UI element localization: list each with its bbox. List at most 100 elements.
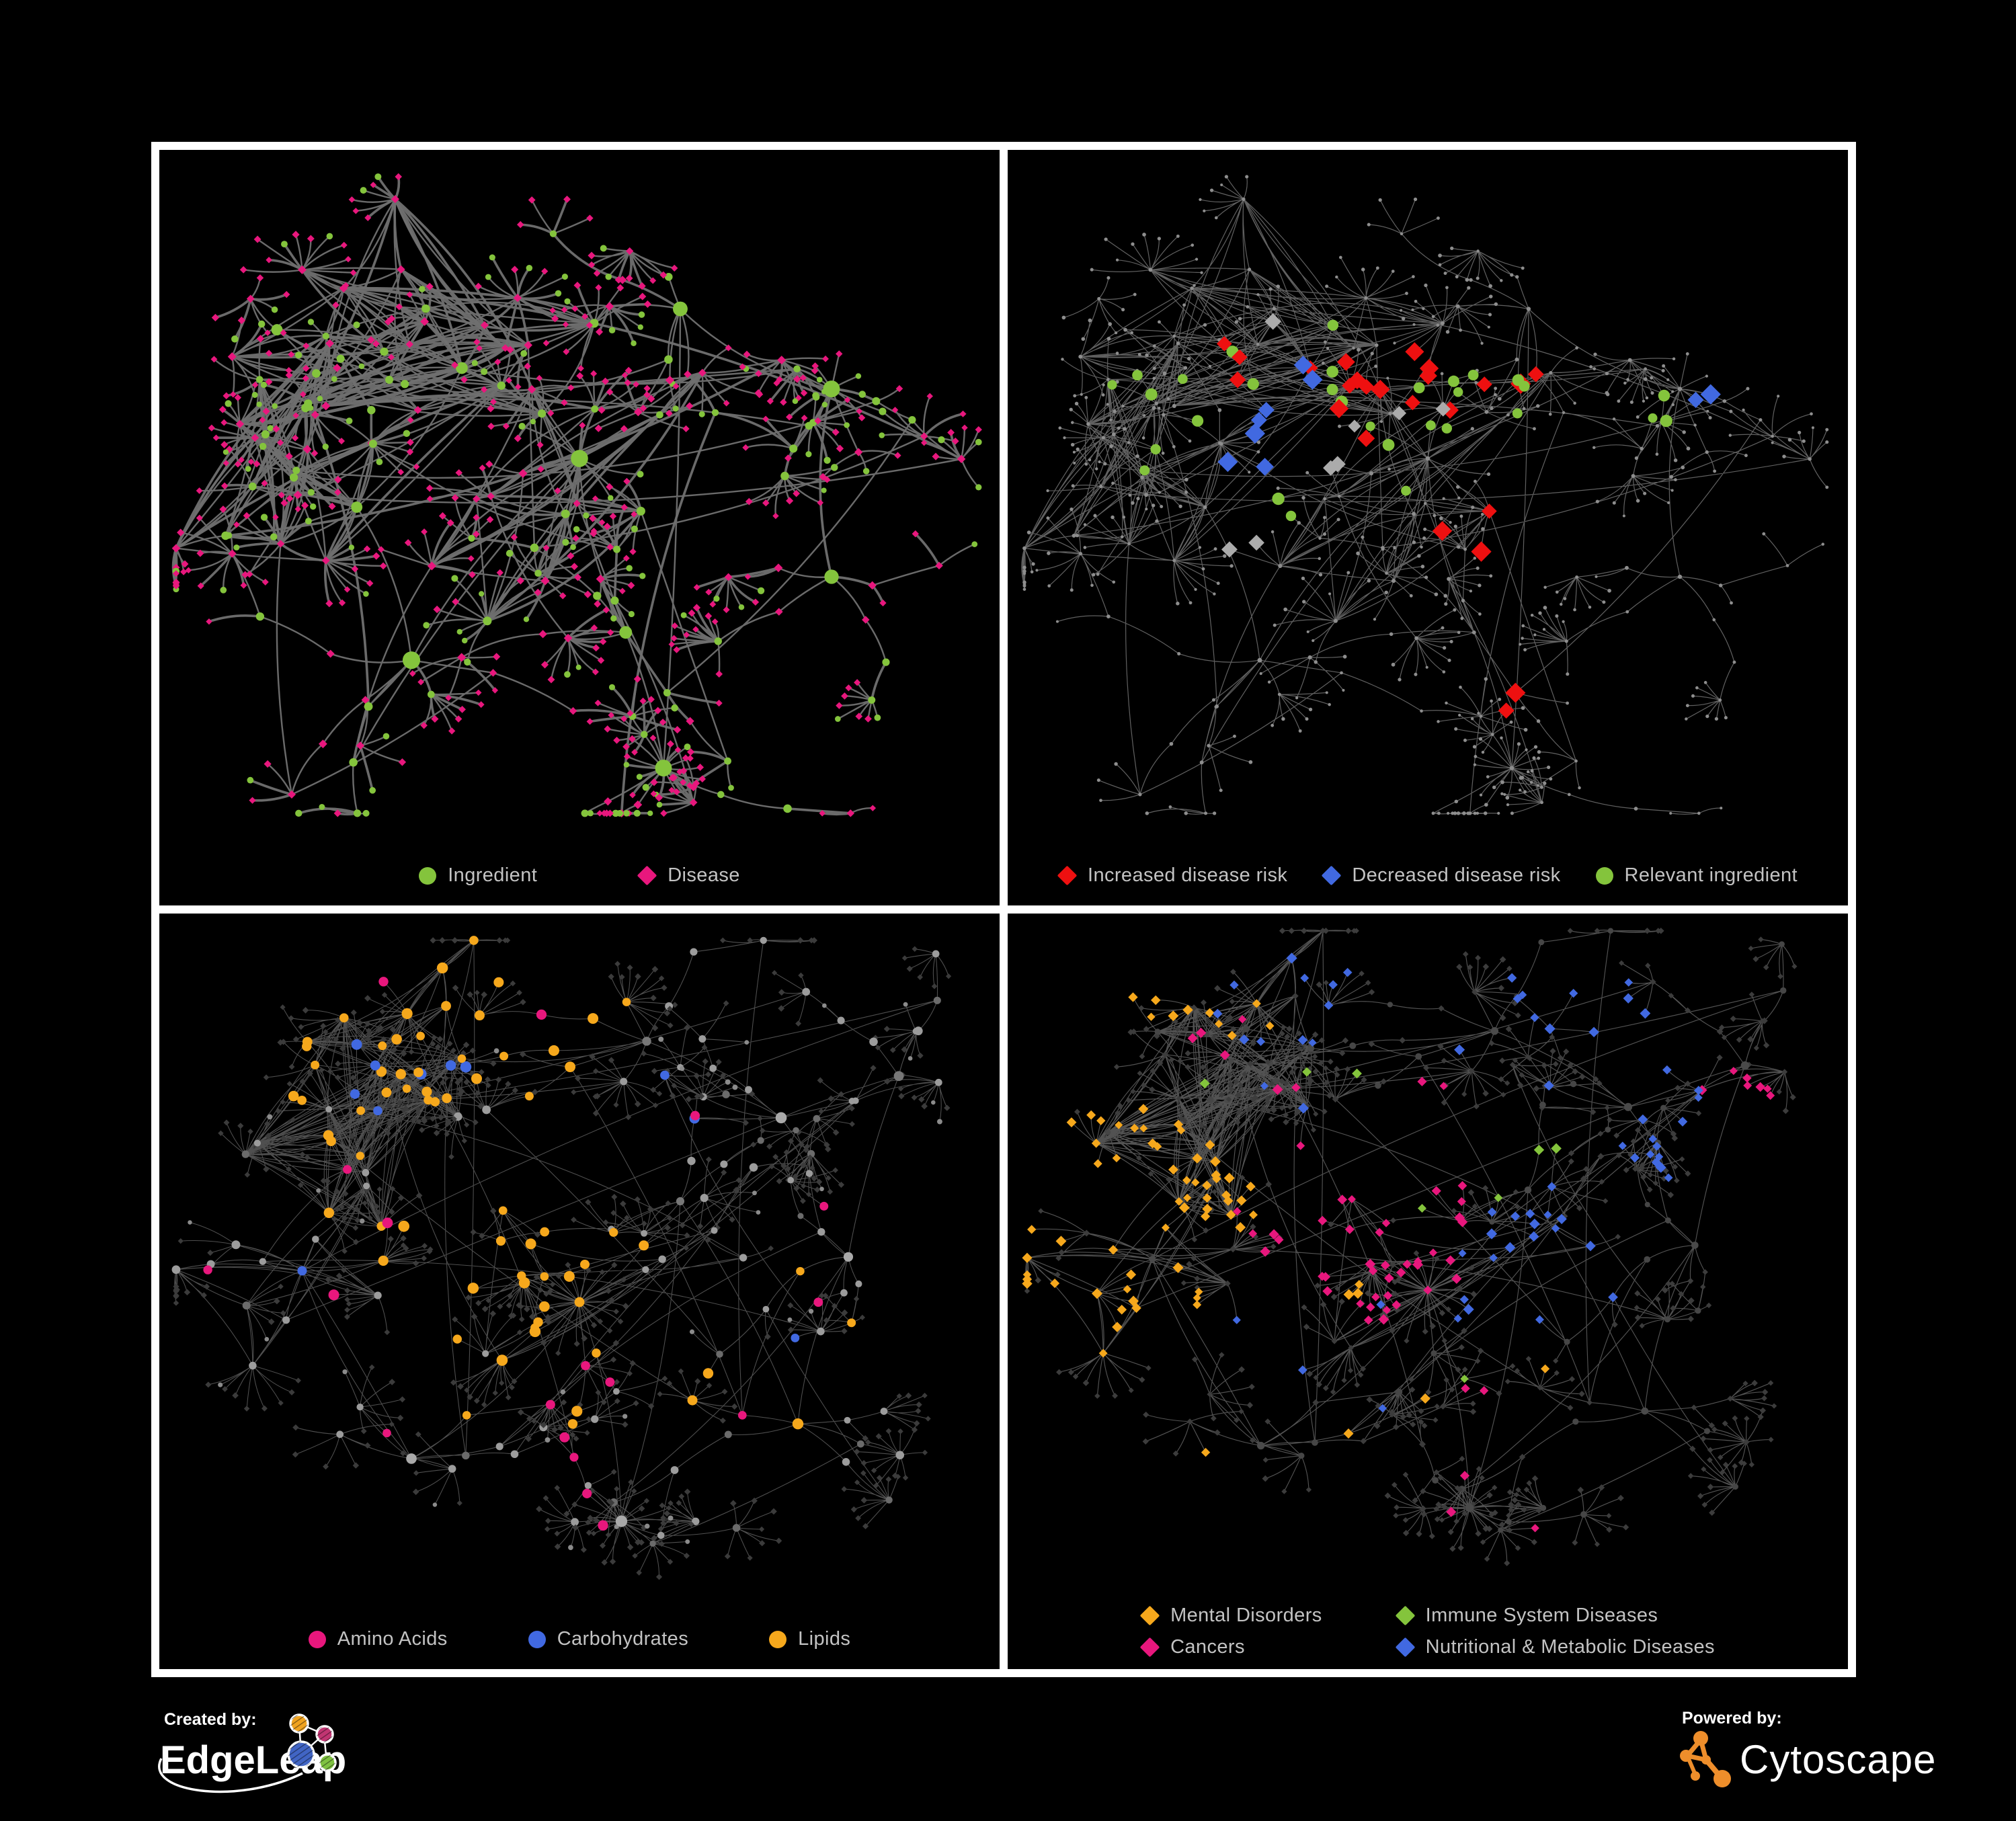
network-node-diamond [569, 706, 577, 715]
network-node-circle [1069, 407, 1073, 411]
network-node-diamond [450, 1047, 456, 1053]
network-node-diamond [1506, 965, 1513, 971]
network-node-circle [1492, 785, 1496, 790]
network-node-diamond [397, 469, 405, 476]
network-node-diamond [486, 516, 494, 524]
network-node-diamond [547, 409, 555, 417]
network-node-circle [259, 442, 267, 450]
network-node-diamond [1390, 1217, 1396, 1223]
network-node-diamond [1670, 1305, 1677, 1312]
network-node-circle [1443, 594, 1448, 598]
network-node-circle [1381, 546, 1385, 550]
network-node-diamond [1389, 1261, 1397, 1268]
network-node-diamond [957, 454, 966, 464]
network-node-circle [1340, 671, 1343, 675]
network-node-diamond [1157, 1059, 1164, 1066]
network-node-circle [658, 1036, 664, 1042]
network-node-circle [1070, 588, 1074, 592]
network-node-diamond [1297, 1052, 1303, 1059]
network-node-diamond [698, 1092, 705, 1100]
network-node-circle [1423, 527, 1427, 531]
highlight-node-diamond [1168, 1010, 1179, 1022]
network-node-diamond [623, 477, 631, 485]
network-node-diamond [739, 363, 746, 370]
network-node-diamond [655, 1574, 663, 1580]
network-node-diamond [563, 633, 573, 643]
network-node-diamond [631, 749, 638, 756]
network-node-diamond [367, 336, 375, 344]
network-node-diamond [1454, 1485, 1461, 1491]
network-node-circle [1472, 745, 1477, 749]
network-node-diamond [387, 1236, 394, 1242]
network-node-diamond [1263, 1086, 1270, 1093]
network-node-diamond [1323, 979, 1329, 986]
highlight-node-circle [356, 1106, 366, 1115]
network-node-diamond [1791, 963, 1798, 969]
network-node-diamond [1722, 1420, 1728, 1427]
network-node-circle [360, 187, 367, 194]
network-node-circle [1109, 444, 1113, 448]
highlight-node-circle [1132, 370, 1143, 380]
network-node-diamond [620, 425, 628, 433]
network-node-circle [1686, 446, 1691, 451]
network-node-circle [1160, 505, 1164, 509]
network-node-diamond [274, 1297, 280, 1305]
network-node-diamond [1318, 1060, 1324, 1066]
network-node-diamond [377, 546, 385, 553]
network-node-circle [1730, 601, 1733, 605]
network-node-diamond [1396, 1277, 1402, 1283]
network-node-circle [1131, 501, 1135, 505]
network-node-diamond [524, 362, 532, 370]
network-node-circle [1623, 1102, 1633, 1111]
network-node-diamond [551, 1426, 558, 1433]
network-node-diamond [612, 1340, 620, 1346]
network-node-diamond [594, 600, 602, 608]
network-node-circle [858, 391, 866, 398]
network-node-diamond [770, 1508, 777, 1515]
network-node-circle [612, 809, 620, 817]
network-node-circle [241, 1150, 250, 1158]
network-node-diamond [800, 1162, 807, 1169]
network-node-diamond [614, 961, 620, 967]
network-node-circle [331, 376, 337, 382]
network-node-diamond [1265, 1108, 1272, 1114]
network-node-circle [1522, 407, 1526, 411]
network-node-diamond [473, 495, 481, 503]
highlight-node-diamond [1265, 1021, 1275, 1030]
network-node-circle [862, 468, 870, 475]
network-node-diamond [263, 1166, 270, 1172]
network-node-diamond [1488, 1511, 1495, 1518]
network-node-circle [482, 1350, 489, 1357]
network-node-circle [1538, 939, 1545, 946]
legend-label: Lipids [798, 1628, 851, 1650]
network-node-diamond [687, 748, 695, 756]
network-node-diamond [540, 576, 550, 585]
highlight-node-diamond [1117, 1305, 1127, 1315]
network-node-diamond [871, 1467, 877, 1473]
network-node-diamond [1265, 1180, 1272, 1188]
highlight-node-circle [582, 1488, 592, 1498]
network-node-diamond [856, 408, 862, 415]
highlight-node-circle [622, 998, 631, 1006]
highlight-node-circle [401, 1008, 413, 1020]
network-node-diamond [1701, 1502, 1708, 1508]
network-node-diamond [485, 1082, 491, 1088]
powered-by-label: Powered by: [1682, 1709, 1782, 1728]
network-node-diamond [415, 1106, 421, 1113]
network-node-diamond [580, 1547, 587, 1553]
network-node-diamond [401, 1107, 407, 1114]
network-node-diamond [1361, 1076, 1367, 1083]
network-node-diamond [473, 1398, 480, 1404]
network-node-circle [1093, 514, 1097, 518]
network-node-diamond [801, 1183, 807, 1189]
highlight-node-circle [495, 1236, 506, 1246]
network-node-diamond [673, 1520, 680, 1527]
network-node-circle [1393, 341, 1396, 345]
highlight-node-diamond [1199, 1078, 1210, 1089]
network-node-diamond [513, 294, 522, 302]
network-node-diamond [542, 544, 550, 552]
network-node-diamond [1439, 1517, 1445, 1523]
network-node-circle [1214, 216, 1218, 220]
network-node-diamond [594, 699, 602, 706]
network-node-diamond [375, 1026, 382, 1033]
